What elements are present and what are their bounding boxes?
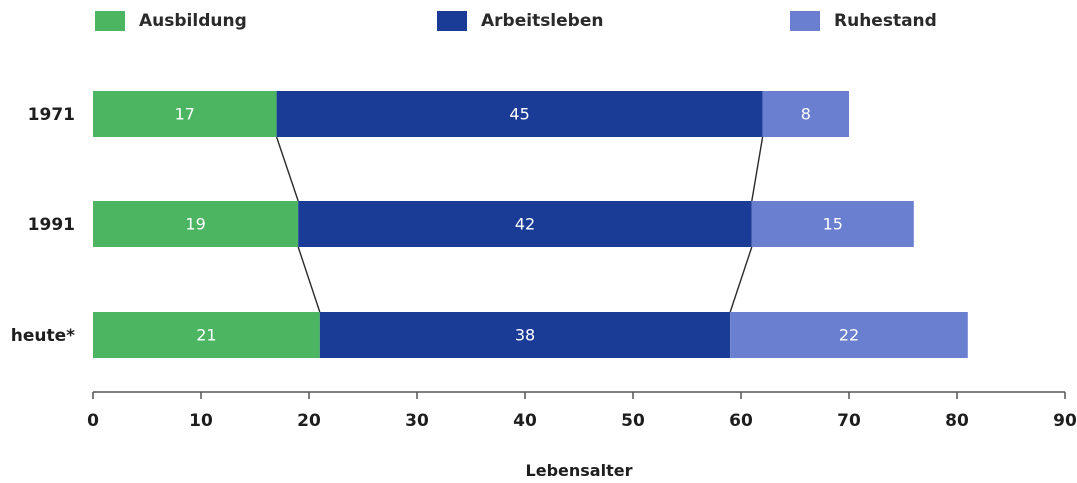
connector-line-2-2: [729, 246, 753, 313]
x-tick-label-60: 60: [729, 411, 753, 431]
x-tick-label-70: 70: [837, 411, 861, 431]
data-label-heute-ausbildung: 21: [196, 326, 216, 345]
legend-label-ruhestand: Ruhestand: [834, 11, 937, 31]
category-label-1971: 1971: [28, 105, 75, 125]
legend-swatch-ruhestand: [790, 11, 820, 31]
bar-heute-ausbildung: [93, 312, 320, 358]
x-tick-label-20: 20: [297, 411, 321, 431]
legend-swatch-ausbildung: [95, 11, 125, 31]
data-label-1991-ruhestand: 15: [823, 215, 843, 234]
data-label-1971-arbeitsleben: 45: [509, 105, 529, 124]
connector-line-2-1: [297, 246, 321, 313]
bar-1971-ausbildung: [93, 91, 277, 137]
x-tick-label-30: 30: [405, 411, 429, 431]
data-label-heute-arbeitsleben: 38: [515, 326, 535, 345]
bar-heute-ruhestand: [730, 312, 968, 358]
bar-1991-ausbildung: [93, 201, 299, 247]
data-label-heute-ruhestand: 22: [839, 326, 859, 345]
connector-line-1-1: [275, 136, 299, 202]
data-label-1971-ruhestand: 8: [801, 105, 811, 124]
bar-1991-arbeitsleben: [298, 201, 752, 247]
data-label-1991-ausbildung: 19: [185, 215, 205, 234]
legend-item-ruhestand: Ruhestand: [790, 8, 937, 34]
legend-label-arbeitsleben: Arbeitsleben: [481, 11, 604, 31]
bar-1971-arbeitsleben: [276, 91, 763, 137]
bar-1991-ruhestand: [751, 201, 914, 247]
category-label-1991: 1991: [28, 215, 75, 235]
x-axis-title: Lebensalter: [526, 461, 633, 480]
bar-heute-arbeitsleben: [319, 312, 731, 358]
legend-swatch-arbeitsleben: [437, 11, 467, 31]
category-label-heute: heute*: [11, 326, 75, 346]
x-tick-label-40: 40: [513, 411, 537, 431]
x-tick-label-80: 80: [945, 411, 969, 431]
data-label-1971-ausbildung: 17: [175, 105, 195, 124]
data-label-1991-arbeitsleben: 42: [515, 215, 535, 234]
x-tick-label-0: 0: [87, 411, 99, 431]
legend-item-ausbildung: Ausbildung: [95, 8, 247, 34]
x-tick-label-10: 10: [189, 411, 213, 431]
legend-item-arbeitsleben: Arbeitsleben: [437, 8, 603, 34]
x-tick-label-90: 90: [1053, 411, 1077, 431]
x-tick-label-50: 50: [621, 411, 645, 431]
bar-1971-ruhestand: [762, 91, 849, 137]
legend-label-ausbildung: Ausbildung: [139, 11, 247, 31]
connector-line-1-2: [751, 136, 764, 202]
